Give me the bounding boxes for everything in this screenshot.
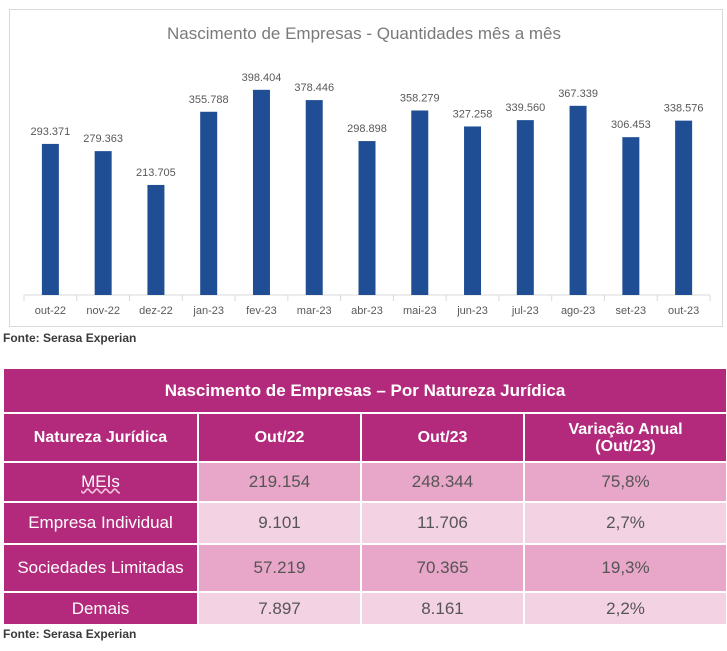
data-label: 327.258: [453, 108, 493, 120]
header-variacao: Variação Anual (Out/23): [522, 412, 727, 463]
x-tick-label: mar-23: [297, 305, 332, 317]
cell-variacao: 75,8%: [522, 461, 727, 503]
data-label: 298.898: [347, 123, 387, 135]
row-label: MEIs: [2, 461, 199, 503]
x-tick-label: set-23: [616, 305, 647, 317]
bar: [252, 89, 270, 296]
data-label: 367.339: [558, 88, 598, 100]
bar: [305, 100, 323, 295]
cell-out22: 219.154: [197, 461, 362, 503]
cell-out22: 57.219: [197, 543, 362, 593]
x-tick-label: fev-23: [246, 305, 277, 317]
x-tick-label: jul-23: [511, 305, 539, 317]
table-row: Sociedades Limitadas 57.219 70.365 19,3%: [2, 543, 727, 593]
table-title: Nascimento de Empresas – Por Natureza Ju…: [1, 367, 727, 414]
header-out23: Out/23: [360, 412, 525, 463]
cell-variacao: 19,3%: [522, 543, 727, 593]
bar: [358, 141, 376, 295]
table-row: MEIs 219.154 248.344 75,8%: [2, 461, 727, 503]
bar: [94, 151, 112, 295]
data-label: 378.446: [294, 82, 334, 94]
cell-out23: 70.365: [360, 543, 525, 593]
table-source-note: Fonte: Serasa Experian: [3, 627, 137, 641]
data-label: 339.560: [505, 102, 545, 114]
bar: [516, 120, 534, 295]
bar: [411, 110, 429, 295]
x-tick-label: dez-22: [139, 305, 173, 317]
bar: [147, 184, 165, 295]
x-tick-label: mai-23: [403, 305, 437, 317]
chart-title: Nascimento de Empresas - Quantidades mês…: [167, 24, 561, 43]
data-label: 355.788: [189, 94, 229, 106]
x-tick-label: abr-23: [351, 305, 383, 317]
bar: [41, 143, 59, 295]
data-label: 306.453: [611, 119, 651, 131]
cell-out23: 11.706: [360, 501, 525, 545]
x-tick-label: jun-23: [456, 305, 488, 317]
x-tick-label: out-22: [35, 305, 66, 317]
chart-source-note: Fonte: Serasa Experian: [3, 331, 137, 345]
row-label: Empresa Individual: [2, 501, 199, 545]
cell-out23: 8.161: [360, 591, 525, 626]
data-label: 398.404: [242, 72, 282, 84]
row-label: Sociedades Limitadas: [2, 543, 199, 593]
row-label-text: MEIs: [81, 472, 120, 491]
data-label: 358.279: [400, 92, 440, 104]
x-tick-label: jan-23: [192, 305, 224, 317]
data-label: 338.576: [664, 103, 704, 115]
table-row: Demais 7.897 8.161 2,2%: [2, 591, 727, 626]
data-label: 293.371: [31, 126, 71, 138]
cell-out22: 9.101: [197, 501, 362, 545]
cell-variacao: 2,2%: [522, 591, 727, 626]
x-tick-label: nov-22: [86, 305, 120, 317]
x-tick-label: ago-23: [561, 305, 595, 317]
x-tick-label: out-23: [668, 305, 699, 317]
monthly-births-chart: Nascimento de Empresas - Quantidades mês…: [9, 9, 723, 327]
data-label: 279.363: [83, 133, 123, 145]
bar: [569, 105, 587, 296]
cell-out23: 248.344: [360, 461, 525, 503]
header-variacao-line1: Variação Anual: [568, 420, 683, 438]
table-row: Empresa Individual 9.101 11.706 2,7%: [2, 501, 727, 545]
bar: [464, 126, 482, 295]
legal-nature-table: Nascimento de Empresas – Por Natureza Ju…: [1, 367, 727, 626]
bar: [622, 137, 640, 295]
bar: [200, 111, 218, 295]
bar-chart-svg: Nascimento de Empresas - Quantidades mês…: [23, 24, 711, 317]
header-variacao-line2: (Out/23): [595, 437, 656, 455]
cell-variacao: 2,7%: [522, 501, 727, 545]
cell-out22: 7.897: [197, 591, 362, 626]
header-out22: Out/22: [197, 412, 362, 463]
row-label: Demais: [2, 591, 199, 626]
data-label: 213.705: [136, 167, 176, 179]
bar: [675, 120, 693, 295]
header-natureza: Natureza Jurídica: [2, 412, 199, 463]
